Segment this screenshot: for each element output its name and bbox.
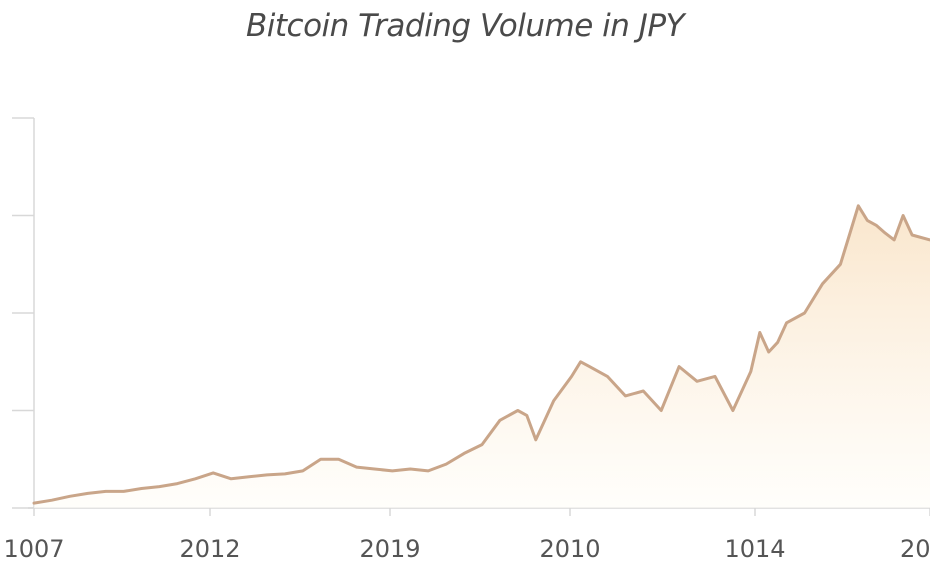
series-line — [32, 204, 930, 505]
series-area-fill — [34, 205, 930, 509]
x-tick-label: 2010 — [539, 535, 600, 563]
x-tick-label: 2012 — [179, 535, 240, 563]
x-ticks-group: 1007 2012 2019 2010 1014 20 — [3, 508, 930, 563]
x-tick-label: 1007 — [3, 535, 64, 563]
plot-group — [32, 204, 930, 509]
x-tick-label: 20 — [900, 535, 930, 563]
x-tick-label: 1014 — [724, 535, 785, 563]
chart-title: Bitcoin Trading Volume in JPY — [245, 8, 685, 44]
x-tick-label: 2019 — [359, 535, 420, 563]
